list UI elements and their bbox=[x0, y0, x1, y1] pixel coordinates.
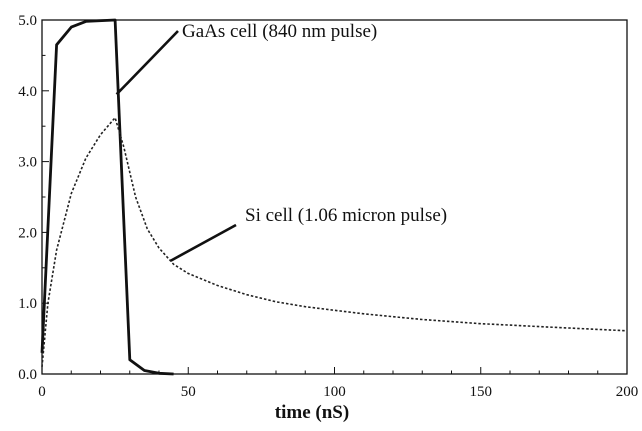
series-layer bbox=[40, 18, 628, 376]
gaas-annotation: GaAs cell (840 nm pulse) bbox=[182, 21, 377, 42]
y-tick-label: 3.0 bbox=[18, 155, 37, 171]
x-axis-title: time (nS) bbox=[275, 402, 349, 423]
gaas-annotation-leader bbox=[115, 30, 179, 96]
plot-frame bbox=[41, 19, 628, 375]
x-tick-label: 0 bbox=[38, 384, 46, 400]
series-gaas-line bbox=[40, 18, 174, 376]
y-tick-label: 0.0 bbox=[18, 367, 37, 383]
x-tick-label: 100 bbox=[323, 384, 346, 400]
x-tick-label: 50 bbox=[181, 384, 196, 400]
axis-ticks bbox=[41, 19, 628, 375]
si-annotation: Si cell (1.06 micron pulse) bbox=[245, 205, 447, 226]
y-tick-label: 2.0 bbox=[18, 225, 37, 241]
y-tick-label: 1.0 bbox=[18, 296, 37, 312]
annotation-layer: GaAs cell (840 nm pulse) Si cell (1.06 m… bbox=[115, 21, 447, 262]
y-tick-label: 5.0 bbox=[18, 13, 37, 29]
si-annotation-leader bbox=[170, 223, 237, 262]
x-tick-labels: 0 50 100 150 200 bbox=[38, 384, 638, 400]
x-tick-label: 200 bbox=[616, 384, 639, 400]
y-tick-label: 4.0 bbox=[18, 84, 37, 100]
y-tick-labels: 0.0 1.0 2.0 3.0 4.0 5.0 bbox=[18, 13, 37, 383]
x-tick-label: 150 bbox=[470, 384, 493, 400]
